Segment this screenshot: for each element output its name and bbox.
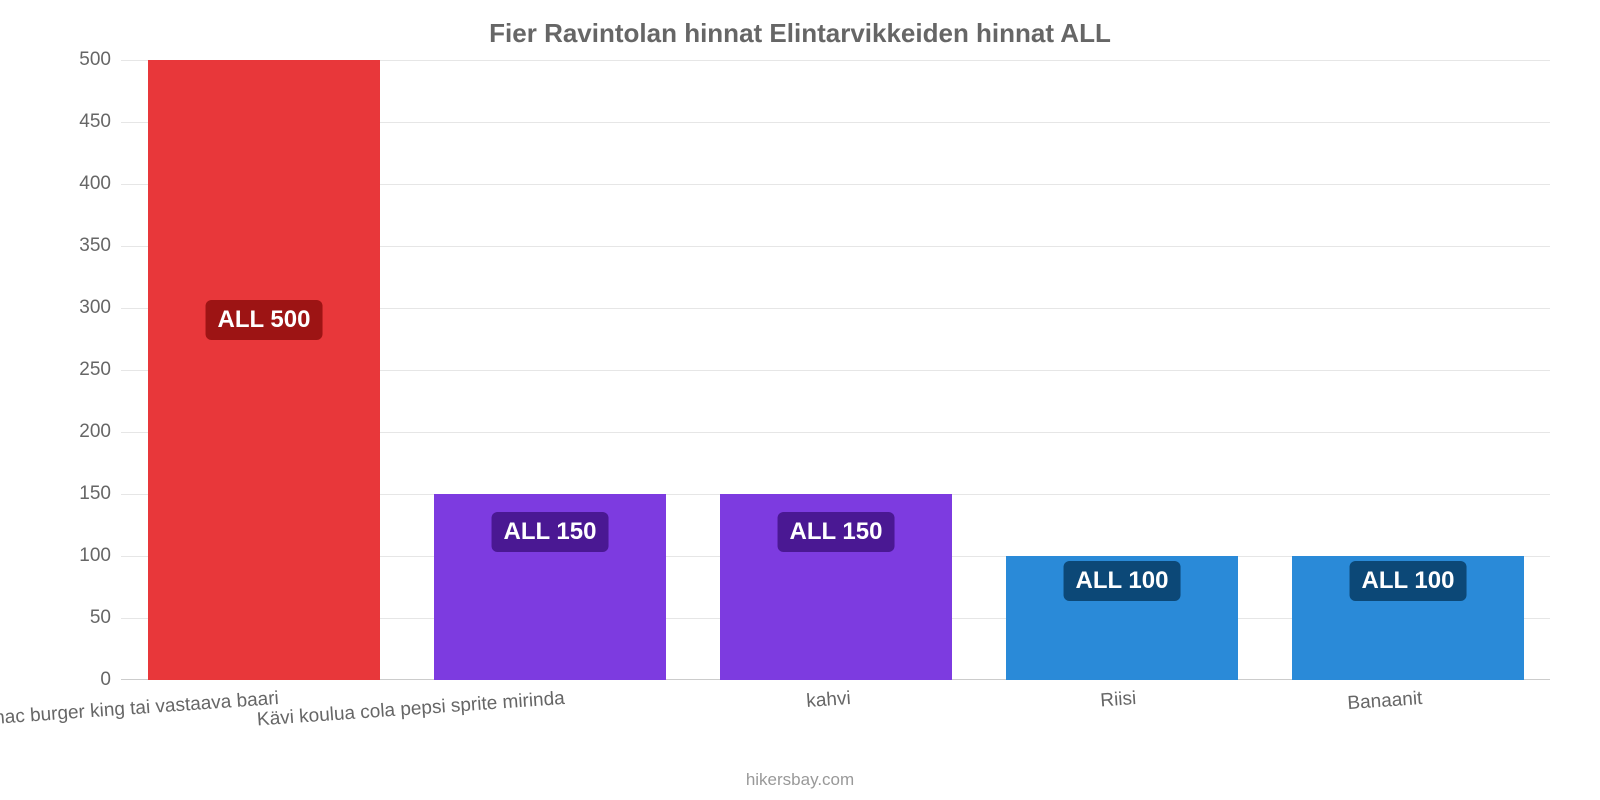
- x-tick-label: Riisi: [1100, 680, 1138, 712]
- y-tick-label: 100: [79, 545, 121, 567]
- bar-value-badge: ALL 150: [492, 512, 609, 552]
- y-tick-label: 250: [79, 359, 121, 381]
- y-tick-label: 350: [79, 235, 121, 257]
- bar-slot: ALL 500: [148, 60, 380, 680]
- y-tick-label: 500: [79, 49, 121, 71]
- bar: ALL 100: [1292, 556, 1524, 680]
- bar-chart: Fier Ravintolan hinnat Elintarvikkeiden …: [0, 0, 1600, 800]
- plot-area: 050100150200250300350400450500ALL 500mac…: [120, 60, 1550, 680]
- y-tick-label: 400: [79, 173, 121, 195]
- attribution-text: hikersbay.com: [0, 770, 1600, 790]
- bar-value-badge: ALL 100: [1350, 561, 1467, 601]
- bar-slot: ALL 100: [1292, 556, 1524, 680]
- chart-title: Fier Ravintolan hinnat Elintarvikkeiden …: [0, 18, 1600, 49]
- y-tick-label: 200: [79, 421, 121, 443]
- bar: ALL 500: [148, 60, 380, 680]
- x-tick-label: Banaanit: [1346, 680, 1423, 715]
- bar-value-badge: ALL 100: [1064, 561, 1181, 601]
- bar-value-badge: ALL 500: [206, 300, 323, 340]
- y-tick-label: 0: [100, 669, 121, 691]
- x-tick-label: mac burger king tai vastaava baari: [0, 680, 279, 730]
- bar: ALL 150: [434, 494, 666, 680]
- x-tick-label: kahvi: [805, 680, 851, 713]
- y-tick-label: 50: [90, 607, 121, 629]
- bar-value-badge: ALL 150: [778, 512, 895, 552]
- bar-slot: ALL 100: [1006, 556, 1238, 680]
- bar-slot: ALL 150: [720, 494, 952, 680]
- bar-slot: ALL 150: [434, 494, 666, 680]
- bar: ALL 100: [1006, 556, 1238, 680]
- bar: ALL 150: [720, 494, 952, 680]
- y-tick-label: 450: [79, 111, 121, 133]
- x-tick-label: Kävi koulua cola pepsi sprite mirinda: [256, 680, 566, 731]
- y-tick-label: 150: [79, 483, 121, 505]
- y-tick-label: 300: [79, 297, 121, 319]
